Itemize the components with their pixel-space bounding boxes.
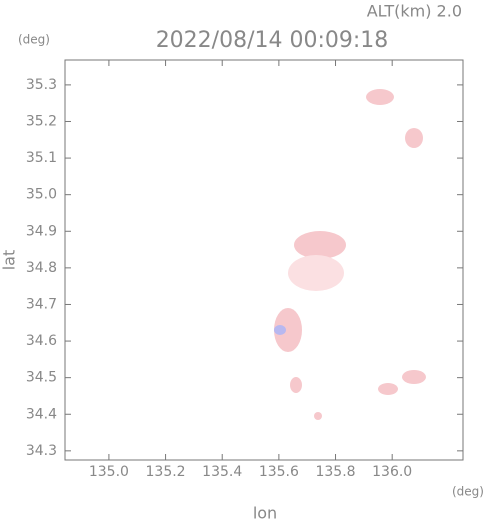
- y-axis-label: lat: [0, 250, 19, 271]
- x-tick-label: 135.2: [146, 464, 186, 480]
- y-tick-label: 34.6: [26, 333, 57, 349]
- echo: [290, 377, 302, 393]
- echo-blobs: [274, 89, 426, 420]
- x-axis-label: lon: [253, 504, 277, 522]
- y-tick-label: 34.9: [26, 223, 57, 239]
- y-tick-label: 34.3: [26, 443, 57, 459]
- x-tick-label: 135.8: [315, 464, 355, 480]
- y-tick-label: 34.7: [26, 296, 57, 312]
- echo: [405, 128, 423, 148]
- x-tick-label: 135.6: [259, 464, 299, 480]
- y-tick-label: 35.0: [26, 187, 57, 203]
- echo: [366, 89, 394, 105]
- x-tick-label: 135.0: [89, 464, 129, 480]
- echo: [314, 412, 322, 420]
- x-tick-label: 135.4: [202, 464, 242, 480]
- y-tick-label: 34.4: [26, 406, 57, 422]
- y-tick-label: 35.1: [26, 150, 57, 166]
- x-tick-label: 136.0: [372, 464, 412, 480]
- y-tick-label: 34.5: [26, 370, 57, 386]
- y-tick-label: 35.2: [26, 113, 57, 129]
- altitude-label: ALT(km) 2.0: [367, 2, 462, 21]
- echo: [288, 255, 344, 291]
- echo: [274, 325, 286, 335]
- y-tick-label: 34.8: [26, 260, 57, 276]
- echo: [294, 231, 346, 259]
- plot-frame: [64, 59, 464, 461]
- echo: [378, 383, 398, 395]
- echo: [274, 308, 302, 352]
- chart-title: 2022/08/14 00:09:18: [156, 28, 389, 53]
- x-unit: (deg): [452, 485, 484, 499]
- y-unit: (deg): [18, 33, 50, 47]
- y-tick-label: 35.3: [26, 77, 57, 93]
- echo: [402, 370, 426, 384]
